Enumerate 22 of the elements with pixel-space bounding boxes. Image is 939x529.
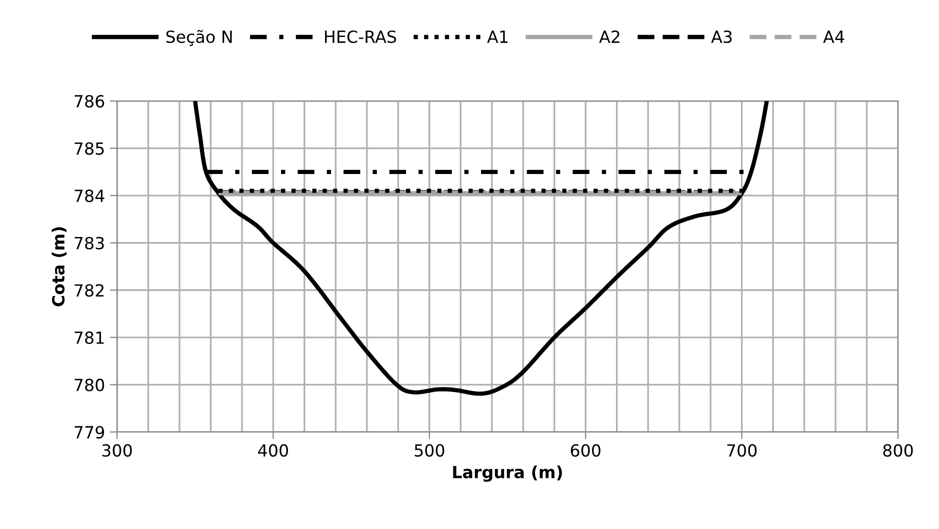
x-tick-label: 300 xyxy=(102,444,132,457)
x-tick-label: 400 xyxy=(258,444,288,457)
legend-label: A3 xyxy=(711,30,732,44)
x-axis-title: Largura (m) xyxy=(453,465,562,482)
x-tick-label: 600 xyxy=(570,444,600,457)
y-tick-label: 784 xyxy=(74,190,104,202)
legend-label: HEC-RAS xyxy=(325,30,396,44)
y-axis-title: Cota (m) xyxy=(52,227,67,306)
y-tick-label: 786 xyxy=(74,94,104,108)
legend-label: Seção N xyxy=(166,30,232,46)
x-tick-label: 700 xyxy=(727,444,757,457)
legend-label: A1 xyxy=(487,30,508,43)
legend-label: A2 xyxy=(599,30,620,43)
y-tick-label: 783 xyxy=(74,236,104,250)
x-tick-label: 500 xyxy=(414,444,444,457)
legend-label: A4 xyxy=(823,30,844,43)
x-tick-label: 800 xyxy=(883,444,913,457)
y-tick-label: 785 xyxy=(74,142,104,155)
y-tick-label: 782 xyxy=(74,284,104,297)
y-tick-label: 779 xyxy=(74,426,104,439)
y-tick-label: 781 xyxy=(74,331,104,344)
y-tick-label: 780 xyxy=(74,378,104,392)
